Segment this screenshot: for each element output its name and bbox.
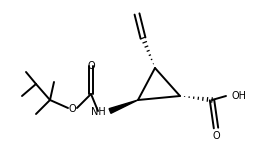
Text: OH: OH xyxy=(232,91,247,101)
Polygon shape xyxy=(109,100,138,113)
Text: O: O xyxy=(212,131,220,141)
Text: O: O xyxy=(87,61,95,71)
Text: NH: NH xyxy=(91,107,106,117)
Text: O: O xyxy=(68,104,76,114)
